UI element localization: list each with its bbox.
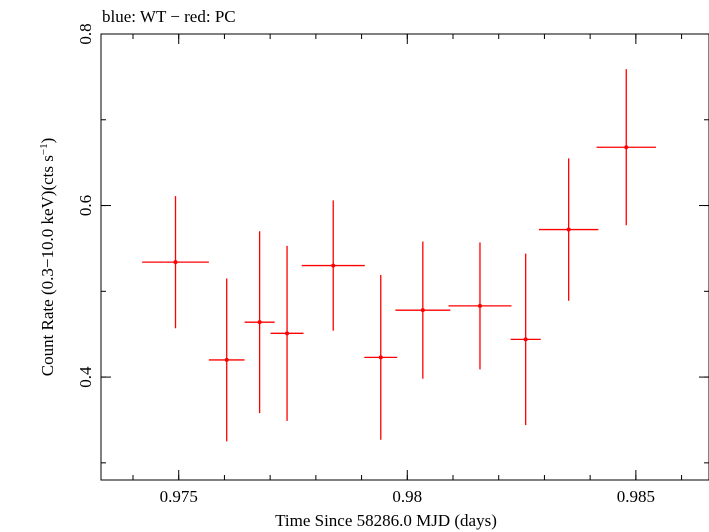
y-axis-label-main: Count Rate (0.3−10.0 keV)(cts s: [38, 155, 57, 376]
data-point: [395, 241, 451, 379]
data-point: [448, 242, 512, 370]
data-marker: [285, 331, 290, 336]
data-point: [364, 275, 398, 440]
y-tick-labels: 0.4 0.6 0.8: [76, 23, 95, 387]
data-marker: [173, 260, 178, 265]
x-tick-label: 0.975: [160, 487, 198, 506]
data-point: [596, 69, 656, 226]
data-marker: [224, 357, 229, 362]
data-points: [142, 69, 656, 442]
data-point: [208, 278, 245, 442]
data-point: [510, 253, 541, 426]
data-marker: [523, 337, 528, 342]
y-tick-label: 0.8: [76, 23, 95, 44]
data-marker: [378, 355, 383, 360]
x-tick-label: 0.98: [392, 487, 422, 506]
data-marker: [624, 145, 629, 150]
data-point: [301, 200, 365, 331]
y-tick-label: 0.6: [76, 195, 95, 216]
data-point: [244, 231, 275, 414]
data-point: [270, 245, 304, 421]
data-marker: [420, 308, 425, 313]
data-marker: [257, 320, 262, 325]
y-axis-label: Count Rate (0.3−10.0 keV)(cts s−1): [38, 138, 57, 377]
y-axis-label-exponent: −1: [38, 143, 50, 155]
x-tick-label: 0.985: [617, 487, 655, 506]
data-marker: [477, 303, 482, 308]
plot-frame: [100, 33, 709, 481]
y-axis-label-close: ): [38, 138, 57, 144]
chart-title: blue: WT − red: PC: [102, 7, 236, 26]
data-point: [538, 158, 599, 301]
data-marker: [331, 263, 336, 268]
axis-ticks: [101, 33, 709, 480]
y-tick-label: 0.4: [76, 366, 95, 388]
data-marker: [566, 227, 571, 232]
x-tick-labels: 0.975 0.98 0.985: [160, 487, 655, 506]
x-axis-label: Time Since 58286.0 MJD (days): [275, 511, 497, 530]
data-point: [142, 196, 209, 329]
